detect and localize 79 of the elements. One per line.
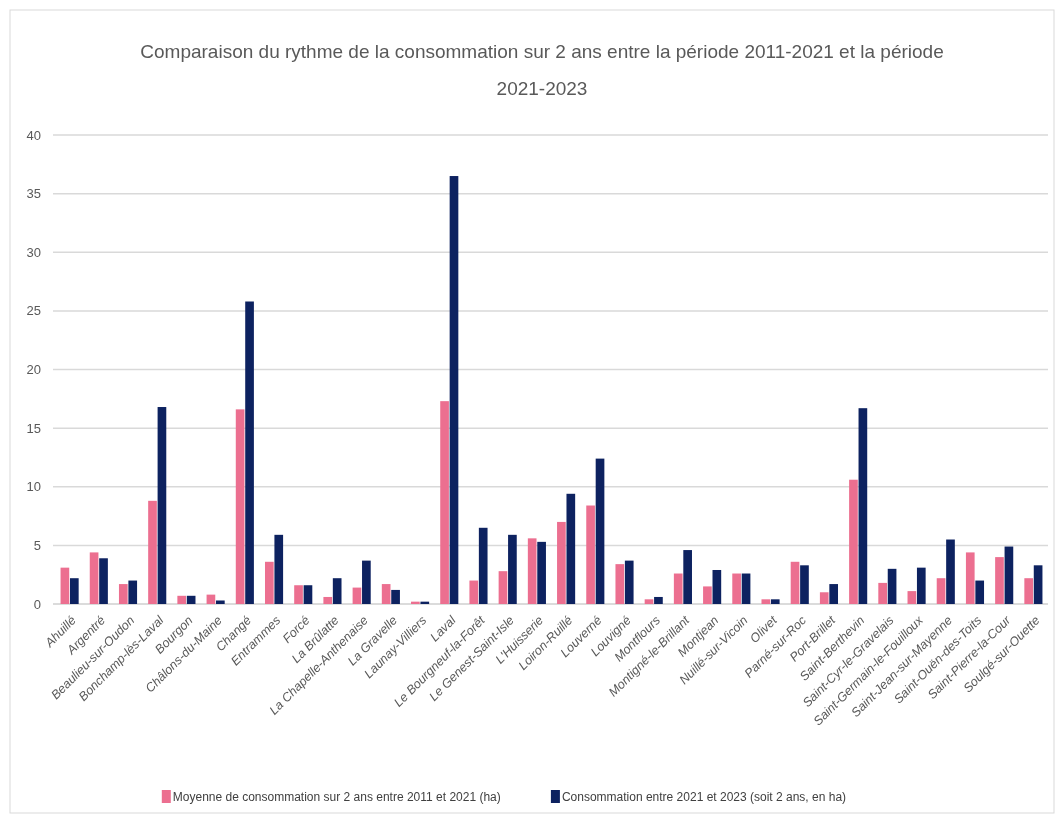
- bar: [157, 407, 167, 604]
- bar: [732, 573, 741, 604]
- bar: [741, 573, 751, 604]
- bar: [362, 560, 371, 604]
- y-tick-label: 40: [26, 127, 41, 143]
- bar: [819, 592, 829, 604]
- bar: [644, 599, 654, 604]
- bar: [118, 584, 128, 604]
- bar: [381, 584, 391, 604]
- bar: [177, 595, 187, 604]
- bar: [770, 599, 780, 604]
- bar: [411, 601, 420, 604]
- bar: [323, 596, 333, 604]
- bar: [615, 564, 625, 604]
- y-tick-label: 0: [33, 596, 41, 612]
- bar: [800, 565, 809, 604]
- bar: [148, 500, 157, 604]
- bar: [128, 580, 138, 604]
- bar: [352, 587, 362, 604]
- y-tick-label: 20: [26, 362, 41, 378]
- bar: [508, 534, 517, 604]
- bar: [1004, 546, 1014, 604]
- bar: [294, 585, 303, 604]
- bar: [235, 409, 245, 604]
- bar: [975, 580, 985, 604]
- bar: [69, 578, 79, 604]
- bar: [449, 176, 459, 604]
- bar: [712, 570, 722, 604]
- bar: [761, 599, 771, 604]
- bar: [673, 573, 683, 604]
- y-tick-label: 35: [26, 186, 41, 202]
- chart-title: Comparaison du rythme de la consommation sur 2 ans entre la période 2011-2021 et la période 2021-2023: [140, 41, 944, 99]
- bar: [703, 586, 712, 604]
- bar: [60, 567, 70, 604]
- bar: [849, 479, 858, 604]
- bar: [557, 521, 566, 604]
- bar: [245, 301, 254, 604]
- bar: [186, 595, 196, 604]
- bar: [654, 596, 663, 604]
- bar: [89, 552, 99, 604]
- bar: [858, 408, 868, 604]
- bar: [595, 458, 605, 604]
- bar: [878, 582, 887, 604]
- legend-label: Moyenne de consommation sur 2 ans entre 2011 et 2021 (ha): [172, 790, 501, 805]
- bar: [264, 561, 274, 604]
- y-tick-label: 15: [26, 420, 41, 436]
- bar: [887, 568, 897, 604]
- bar: [936, 578, 946, 604]
- bar: [829, 584, 839, 604]
- bar: [274, 534, 284, 604]
- bar: [586, 505, 595, 604]
- bar: [469, 580, 479, 604]
- bar: [391, 589, 400, 604]
- bar: [537, 541, 546, 604]
- y-tick-label: 25: [26, 303, 41, 319]
- y-tick-label: 30: [26, 244, 41, 260]
- bar: [303, 585, 313, 604]
- bar: [332, 578, 342, 604]
- bar: [1033, 565, 1043, 604]
- y-tick-label: 10: [26, 479, 41, 495]
- bar: [790, 561, 800, 604]
- bar: [527, 538, 537, 604]
- bar: [624, 560, 634, 604]
- bar: [566, 493, 576, 604]
- bar: [683, 550, 692, 604]
- bar: [965, 552, 975, 604]
- bar: [420, 601, 430, 604]
- bar: [995, 557, 1004, 604]
- bar: [946, 539, 955, 604]
- bar: [440, 401, 449, 604]
- y-tick-label: 5: [33, 537, 41, 553]
- bar: [99, 558, 108, 604]
- bar: [478, 527, 488, 604]
- bar: [907, 591, 917, 604]
- bar: [916, 567, 926, 604]
- bar: [1024, 578, 1034, 604]
- bar: [216, 600, 225, 604]
- legend-label: Consommation entre 2021 et 2023 (soit 2 ans, en ha): [561, 790, 847, 805]
- bar: [498, 571, 508, 604]
